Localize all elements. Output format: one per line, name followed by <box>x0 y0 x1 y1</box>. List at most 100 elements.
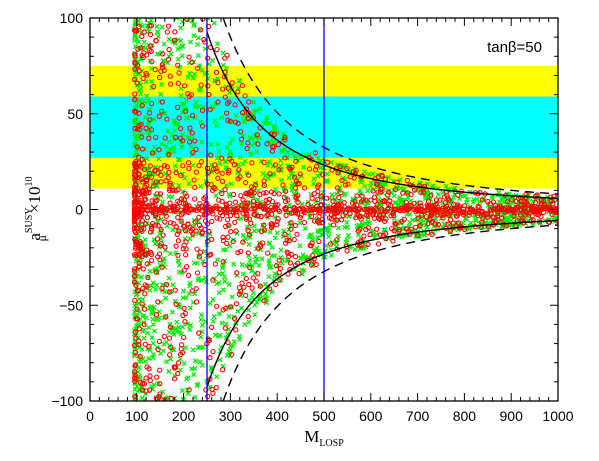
point-red-circle <box>338 190 344 196</box>
point-green-cross <box>192 358 199 364</box>
point-red-circle <box>159 285 165 292</box>
point-red-circle <box>417 223 423 229</box>
point-green-cross <box>315 155 321 161</box>
point-red-circle <box>487 201 494 207</box>
point-green-cross <box>231 261 237 267</box>
y-axis-title-sup: SUSY <box>24 208 35 234</box>
point-green-cross <box>244 113 250 119</box>
point-green-cross <box>240 232 246 238</box>
point-green-cross <box>271 125 277 131</box>
point-green-cross <box>202 249 208 255</box>
point-green-cross <box>286 175 292 181</box>
point-red-circle <box>277 265 284 272</box>
point-red-circle <box>180 223 187 229</box>
point-red-circle <box>158 226 164 233</box>
point-red-circle <box>239 202 245 208</box>
point-red-circle <box>197 249 204 255</box>
point-red-circle <box>331 210 338 216</box>
point-red-circle <box>198 158 205 165</box>
point-red-circle <box>475 203 481 209</box>
point-red-circle <box>550 201 556 207</box>
point-red-circle <box>219 178 226 184</box>
point-red-circle <box>173 301 179 307</box>
point-green-cross <box>188 322 194 328</box>
point-red-circle <box>131 268 138 274</box>
point-green-cross <box>307 233 313 239</box>
point-green-cross <box>150 340 156 346</box>
y-axis-title: aSUSYμ ×1010 <box>24 176 49 241</box>
point-green-cross <box>207 300 213 307</box>
point-green-cross <box>342 224 348 230</box>
point-red-circle <box>196 330 202 336</box>
point-red-circle <box>337 207 344 213</box>
point-red-circle <box>489 207 495 213</box>
point-green-cross <box>212 332 218 338</box>
point-red-circle <box>261 178 267 184</box>
point-green-cross <box>251 109 257 115</box>
point-red-circle <box>404 207 410 213</box>
point-green-cross <box>163 359 170 365</box>
point-red-circle <box>131 266 138 272</box>
point-green-cross <box>255 197 261 203</box>
point-red-circle <box>182 319 188 325</box>
point-red-circle <box>413 224 419 231</box>
point-green-cross <box>181 102 187 108</box>
point-green-cross <box>278 247 284 253</box>
point-red-circle <box>251 206 258 212</box>
point-red-circle <box>171 221 177 227</box>
point-red-circle <box>418 189 424 195</box>
point-green-cross <box>132 33 138 39</box>
point-red-circle <box>158 172 164 178</box>
point-green-cross <box>142 237 148 243</box>
point-red-circle <box>388 213 394 219</box>
point-green-cross <box>242 119 248 125</box>
point-green-cross <box>141 335 147 341</box>
point-green-cross <box>220 62 226 68</box>
point-red-circle <box>285 250 291 256</box>
point-green-cross <box>178 25 184 31</box>
point-green-cross <box>450 194 457 201</box>
point-green-cross <box>345 233 351 239</box>
point-red-circle <box>182 310 189 317</box>
point-green-cross <box>136 87 142 93</box>
point-red-circle <box>288 220 294 226</box>
point-red-circle <box>246 281 252 288</box>
point-red-circle <box>227 212 234 219</box>
point-red-circle <box>135 288 141 294</box>
point-red-circle <box>184 263 190 270</box>
point-red-circle <box>337 164 343 170</box>
point-green-cross <box>149 334 155 341</box>
point-green-cross <box>223 182 230 188</box>
point-red-circle <box>172 287 178 293</box>
point-green-cross <box>313 198 319 205</box>
point-red-circle <box>312 150 319 156</box>
point-red-circle <box>205 393 211 400</box>
point-green-cross <box>168 356 174 362</box>
point-red-circle <box>552 196 558 203</box>
point-red-circle <box>131 27 138 33</box>
point-red-circle <box>139 201 146 207</box>
point-red-circle <box>146 170 153 176</box>
point-red-circle <box>264 212 270 219</box>
point-red-circle <box>447 228 453 234</box>
point-red-circle <box>175 214 181 221</box>
point-red-circle <box>274 218 280 225</box>
point-red-circle <box>276 191 282 197</box>
point-red-circle <box>238 192 244 199</box>
point-red-circle <box>336 195 342 201</box>
point-red-circle <box>285 197 291 203</box>
point-red-circle <box>223 209 230 215</box>
point-green-cross <box>370 171 376 177</box>
point-green-cross <box>240 271 246 277</box>
point-red-circle <box>193 146 199 153</box>
point-green-cross <box>244 170 250 176</box>
point-green-cross <box>216 333 222 339</box>
point-green-cross <box>299 201 305 207</box>
point-green-cross <box>272 126 278 133</box>
point-green-cross <box>266 274 272 280</box>
point-red-circle <box>131 188 138 194</box>
x-axis-title-main: M <box>304 427 319 446</box>
y-tick-label: −100 <box>51 393 83 409</box>
point-red-circle <box>133 282 139 288</box>
